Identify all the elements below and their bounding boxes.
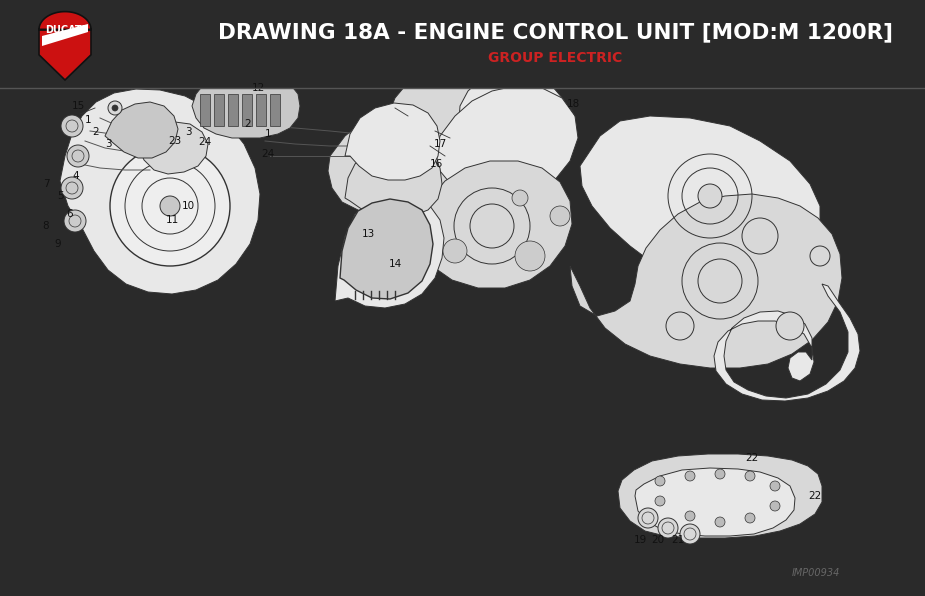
Text: 22: 22 bbox=[808, 491, 821, 501]
Circle shape bbox=[64, 210, 86, 232]
Circle shape bbox=[110, 146, 230, 266]
Text: 23: 23 bbox=[168, 136, 181, 146]
Text: 20: 20 bbox=[651, 535, 664, 545]
Circle shape bbox=[61, 115, 83, 137]
Text: IMP00934: IMP00934 bbox=[792, 568, 840, 578]
Text: 22: 22 bbox=[746, 453, 758, 463]
Circle shape bbox=[61, 177, 83, 199]
Circle shape bbox=[443, 239, 467, 263]
Text: DRAWING 18A - ENGINE CONTROL UNIT [MOD:M 1200R]: DRAWING 18A - ENGINE CONTROL UNIT [MOD:M… bbox=[217, 22, 893, 42]
Text: 17: 17 bbox=[434, 139, 447, 149]
Text: 3: 3 bbox=[185, 127, 191, 137]
Text: 18: 18 bbox=[566, 99, 580, 109]
Polygon shape bbox=[138, 122, 208, 174]
Polygon shape bbox=[39, 11, 91, 80]
Circle shape bbox=[715, 517, 725, 527]
Bar bbox=[214, 94, 224, 126]
Circle shape bbox=[745, 471, 755, 481]
Polygon shape bbox=[42, 24, 88, 46]
Polygon shape bbox=[192, 76, 300, 138]
Bar bbox=[256, 94, 266, 126]
Polygon shape bbox=[345, 146, 442, 219]
Circle shape bbox=[770, 501, 780, 511]
Polygon shape bbox=[635, 468, 795, 536]
Text: 4: 4 bbox=[73, 171, 80, 181]
Circle shape bbox=[67, 145, 89, 167]
Circle shape bbox=[655, 476, 665, 486]
Circle shape bbox=[770, 481, 780, 491]
Circle shape bbox=[680, 524, 700, 544]
Polygon shape bbox=[570, 194, 842, 368]
Text: 13: 13 bbox=[362, 229, 375, 239]
Text: GROUP ELECTRIC: GROUP ELECTRIC bbox=[487, 51, 623, 65]
Bar bbox=[242, 94, 252, 126]
Text: 12: 12 bbox=[252, 83, 265, 93]
Text: 6: 6 bbox=[67, 209, 73, 219]
Circle shape bbox=[745, 513, 755, 523]
Text: 16: 16 bbox=[429, 159, 443, 169]
Circle shape bbox=[666, 312, 694, 340]
Circle shape bbox=[715, 469, 725, 479]
Text: 1: 1 bbox=[265, 129, 271, 139]
Polygon shape bbox=[328, 111, 485, 216]
Text: 14: 14 bbox=[388, 259, 401, 269]
Text: 2: 2 bbox=[92, 127, 99, 137]
Text: 5: 5 bbox=[56, 191, 63, 201]
Circle shape bbox=[160, 196, 180, 216]
Polygon shape bbox=[580, 116, 820, 281]
Circle shape bbox=[685, 511, 695, 521]
Polygon shape bbox=[459, 72, 568, 156]
Circle shape bbox=[515, 241, 545, 271]
Text: 24: 24 bbox=[198, 137, 212, 147]
Circle shape bbox=[550, 206, 570, 226]
Bar bbox=[270, 94, 280, 126]
Circle shape bbox=[698, 184, 722, 208]
Text: 2: 2 bbox=[245, 119, 252, 129]
Circle shape bbox=[658, 518, 678, 538]
Polygon shape bbox=[618, 454, 822, 538]
Polygon shape bbox=[60, 89, 260, 294]
Polygon shape bbox=[436, 86, 578, 200]
Polygon shape bbox=[345, 103, 440, 180]
Text: 10: 10 bbox=[181, 201, 194, 211]
Circle shape bbox=[108, 101, 122, 115]
Text: 15: 15 bbox=[71, 101, 84, 111]
Bar bbox=[228, 94, 238, 126]
Polygon shape bbox=[388, 74, 498, 149]
Text: 11: 11 bbox=[166, 215, 179, 225]
Text: 9: 9 bbox=[55, 239, 61, 249]
Circle shape bbox=[685, 471, 695, 481]
Polygon shape bbox=[714, 284, 860, 401]
Text: 1: 1 bbox=[85, 115, 92, 125]
Polygon shape bbox=[105, 102, 178, 158]
Circle shape bbox=[776, 312, 804, 340]
Polygon shape bbox=[335, 196, 444, 308]
Text: 8: 8 bbox=[43, 221, 49, 231]
Circle shape bbox=[112, 105, 118, 111]
Circle shape bbox=[638, 508, 658, 528]
Text: DUCATI: DUCATI bbox=[45, 25, 85, 35]
Circle shape bbox=[512, 190, 528, 206]
Polygon shape bbox=[340, 199, 433, 299]
Bar bbox=[200, 94, 210, 126]
Polygon shape bbox=[415, 161, 572, 288]
Text: 24: 24 bbox=[262, 149, 275, 159]
Text: 19: 19 bbox=[634, 535, 647, 545]
Text: 21: 21 bbox=[672, 535, 684, 545]
Text: 7: 7 bbox=[43, 179, 49, 189]
Circle shape bbox=[810, 246, 830, 266]
Text: 3: 3 bbox=[105, 139, 111, 149]
Circle shape bbox=[655, 496, 665, 506]
